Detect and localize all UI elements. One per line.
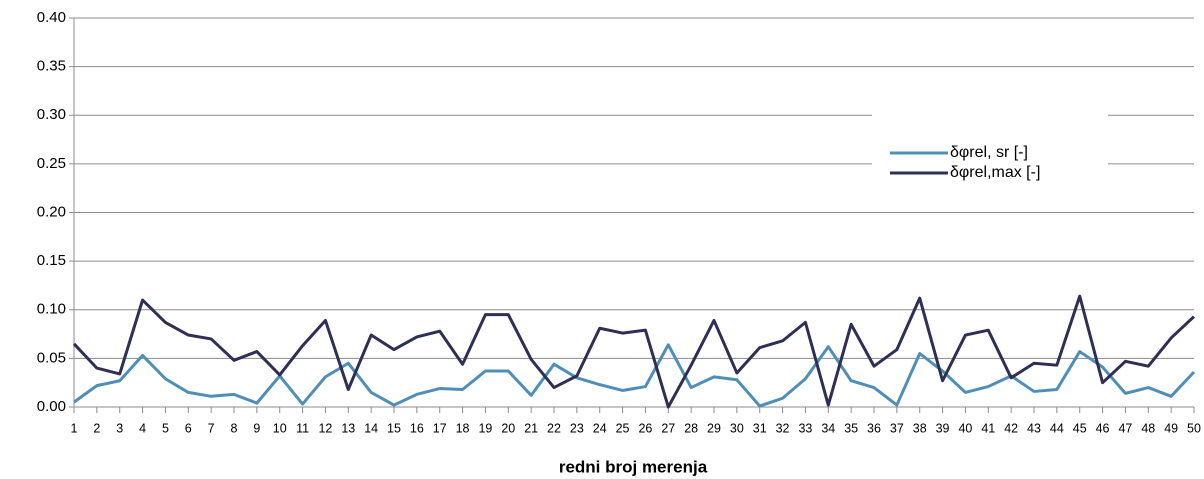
- x-tick-label: 10: [273, 421, 287, 435]
- x-tick-label: 37: [890, 421, 904, 435]
- x-tick-label: 41: [981, 421, 995, 435]
- x-tick-label: 4: [139, 421, 146, 435]
- x-tick-label: 27: [661, 421, 675, 435]
- x-tick-label: 49: [1164, 421, 1178, 435]
- x-tick-label: 15: [387, 421, 401, 435]
- x-tick-label: 38: [913, 421, 927, 435]
- x-tick-label: 18: [456, 421, 470, 435]
- x-tick-label: 21: [524, 421, 538, 435]
- x-tick-label: 9: [253, 421, 260, 435]
- x-tick-label: 46: [1096, 421, 1110, 435]
- y-tick-label: 0.30: [37, 106, 66, 123]
- x-tick-label: 36: [867, 421, 881, 435]
- x-tick-label: 43: [1027, 421, 1041, 435]
- x-tick-label: 26: [638, 421, 652, 435]
- y-tick-label: 0.20: [37, 203, 66, 220]
- x-tick-label: 7: [208, 421, 215, 435]
- x-tick-label: 33: [798, 421, 812, 435]
- x-tick-label: 31: [753, 421, 767, 435]
- y-tick-label: 0.05: [37, 349, 66, 366]
- x-tick-label: 3: [116, 421, 123, 435]
- x-tick-label: 22: [547, 421, 561, 435]
- x-tick-label: 5: [162, 421, 169, 435]
- y-tick-label: 0.00: [37, 398, 66, 415]
- x-tick-label: 28: [684, 421, 698, 435]
- x-tick-label: 11: [296, 421, 309, 435]
- x-tick-label: 29: [707, 421, 721, 435]
- x-tick-label: 12: [318, 421, 332, 435]
- x-tick-label: 23: [570, 421, 584, 435]
- x-tick-label: 44: [1050, 421, 1064, 435]
- x-tick-label: 2: [93, 421, 100, 435]
- legend-box: [872, 80, 1108, 212]
- x-tick-label: 6: [185, 421, 192, 435]
- x-tick-label: 35: [844, 421, 858, 435]
- x-tick-label: 13: [341, 421, 355, 435]
- y-tick-label: 0.40: [37, 9, 66, 26]
- x-tick-label: 48: [1141, 421, 1155, 435]
- y-tick-label: 0.15: [37, 252, 66, 269]
- x-tick-label: 50: [1187, 421, 1201, 435]
- y-tick-label: 0.35: [37, 58, 66, 75]
- x-tick-label: 8: [231, 421, 238, 435]
- x-tick-label: 42: [1004, 421, 1018, 435]
- data-line: [72, 294, 1196, 409]
- x-axis-label: redni broj merenja: [559, 457, 708, 476]
- x-tick-label: 1: [71, 421, 78, 435]
- x-tick-label: 17: [433, 421, 447, 435]
- x-tick-label: 25: [616, 421, 630, 435]
- x-tick-label: 45: [1073, 421, 1087, 435]
- legend-label: δφrel,max [-]: [950, 164, 1040, 181]
- legend-label: δφrel, sr [-]: [950, 144, 1028, 161]
- y-tick-label: 0.25: [37, 155, 66, 172]
- x-tick-label: 14: [364, 421, 378, 435]
- x-tick-label: 16: [410, 421, 424, 435]
- x-tick-label: 39: [936, 421, 950, 435]
- y-tick-label: 0.10: [37, 301, 66, 318]
- x-tick-label: 40: [958, 421, 972, 435]
- x-tick-label: 47: [1118, 421, 1132, 435]
- x-tick-label: 34: [821, 421, 835, 435]
- x-tick-label: 19: [478, 421, 492, 435]
- x-tick-label: 24: [593, 421, 607, 435]
- x-tick-label: 32: [776, 421, 790, 435]
- data-line: [73, 343, 1196, 408]
- x-tick-label: 30: [730, 421, 744, 435]
- x-tick-label: 20: [501, 421, 515, 435]
